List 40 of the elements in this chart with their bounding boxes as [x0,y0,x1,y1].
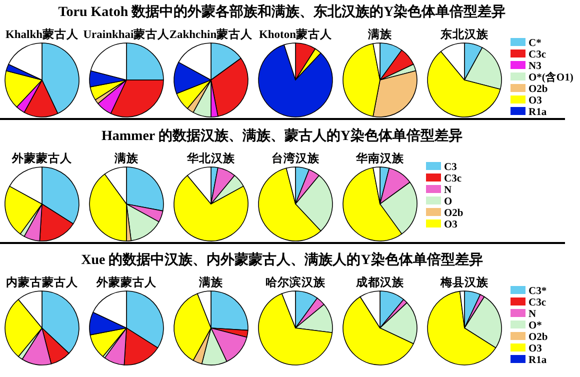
legend-label: N3 [528,61,542,72]
chart-title: Toru Katoh 数据中的外蒙各部族和满族、东北汉族的Y染色体单倍型差异 [58,3,506,20]
slice-label: 成都汉族 [355,275,405,289]
legend-label: O3 [528,96,542,106]
legend-label: O*(含O1) [528,70,574,84]
legend-label: O2b [528,84,548,95]
slice-label: 外蒙蒙古人 [11,151,73,165]
legend-label: N [444,185,452,196]
legend-label: N [528,309,536,320]
legend-label: C3c [444,174,462,184]
slice-label: 满族 [198,275,224,289]
chart-title: Xue 的数据中汉族、内外蒙蒙古人、满族人的Y染色体单倍型差异 [81,251,483,268]
slice-label: 满族 [114,151,140,165]
legend-label: R1a [528,107,548,118]
slice-label: 台湾汉族 [272,151,320,165]
slice-label: 梅县汉族 [440,275,490,289]
legend-label: C3c [528,298,546,308]
legend-label: O3 [444,220,458,230]
chart-title: Hammer 的数据汉族、满族、蒙古人的Y染色体单倍型差异 [102,127,462,144]
slice-label: 满族 [367,27,393,41]
slice-label: Khalkh蒙古人 [5,27,80,41]
slice-label: Khoton蒙古人 [258,27,334,41]
legend-label: O* [528,320,542,332]
legend-label: C* [528,38,542,49]
legend-label: C3c [528,50,546,60]
legend-label: C3 [444,162,457,173]
legend-label: O2b [528,332,548,343]
slice-label: 外蒙蒙古人 [96,275,158,289]
legend-label: O2b [444,208,464,219]
slice-label: 华北汉族 [186,151,236,165]
slice-label: Urainkhai蒙古人 [83,27,171,41]
slice-label: 东北汉族 [440,27,490,41]
legend-label: R1a [528,355,548,366]
legend-label: C3* [528,286,547,297]
slice-label: 华南汉族 [355,151,405,165]
slice-label: 哈尔滨汉族 [266,275,326,289]
slice-label: 内蒙古蒙古人 [6,275,79,289]
legend-label: O [444,196,452,208]
legend-label: O3 [528,344,542,354]
slice-label: Zakhchin蒙古人 [169,27,254,41]
